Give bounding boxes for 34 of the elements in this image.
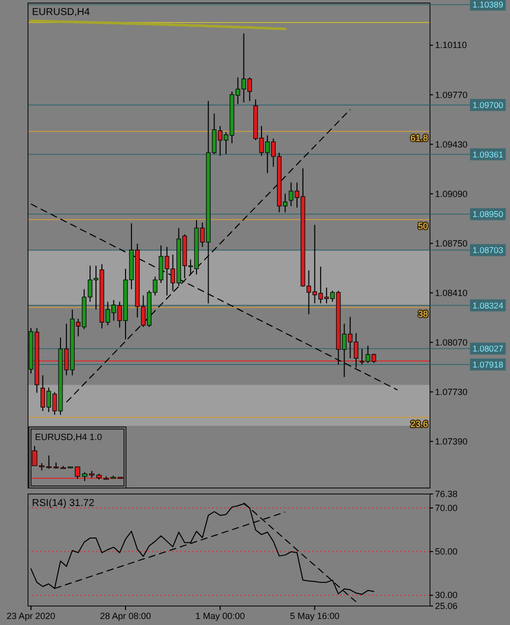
y-tick-label: 25.06 [435, 601, 458, 611]
line-series [30, 20, 286, 30]
annotation: 50 [418, 221, 428, 232]
y-tick-label: 76.38 [435, 489, 458, 499]
y-tick-label: 1.09770 [435, 90, 468, 100]
x-tick-label: 28 Apr 08:00 [100, 611, 152, 621]
x-tick-label: 5 May 16:00 [290, 611, 340, 621]
annotation: 38 [418, 308, 428, 319]
x-tick-label: 1 May 00:00 [195, 611, 245, 621]
y-tick-label: 1.08750 [435, 238, 468, 248]
ref-line-label: 1.08950 [472, 209, 504, 220]
ref-line-label: 1.08324 [472, 300, 504, 310]
ref-line-label: 1.09700 [472, 100, 504, 110]
chart-title: EURUSD,H4 [32, 7, 90, 18]
chart-title: EURUSD,H4 1.0 [35, 432, 102, 442]
ref-line-label: 1.08703 [472, 245, 504, 256]
annotation: 23.6 [410, 418, 428, 429]
y-tick-label: 30.00 [435, 590, 458, 600]
chart-title: RSI(14) 31.72 [32, 498, 95, 509]
y-tick-label: 1.08070 [435, 337, 468, 348]
ref-line-label: 1.08027 [472, 344, 504, 354]
y-tick-label: 1.10110 [435, 40, 467, 50]
y-tick-label: 1.07730 [435, 386, 468, 397]
y-tick-label: 1.09430 [435, 139, 468, 150]
x-tick-label: 23 Apr 2020 [6, 611, 56, 621]
annotation: 61.8 [410, 132, 428, 143]
y-tick-label: 1.08410 [435, 288, 468, 298]
ref-line-label: 1.07918 [472, 359, 504, 370]
y-tick-label: 1.07390 [435, 436, 468, 446]
y-tick-label: 70.00 [435, 502, 458, 513]
y-tick-label: 1.09090 [435, 188, 468, 199]
ref-line-label: 1.10389 [472, 0, 504, 10]
ref-line-label: 1.09361 [472, 149, 504, 160]
y-tick-label: 50.00 [435, 546, 458, 557]
